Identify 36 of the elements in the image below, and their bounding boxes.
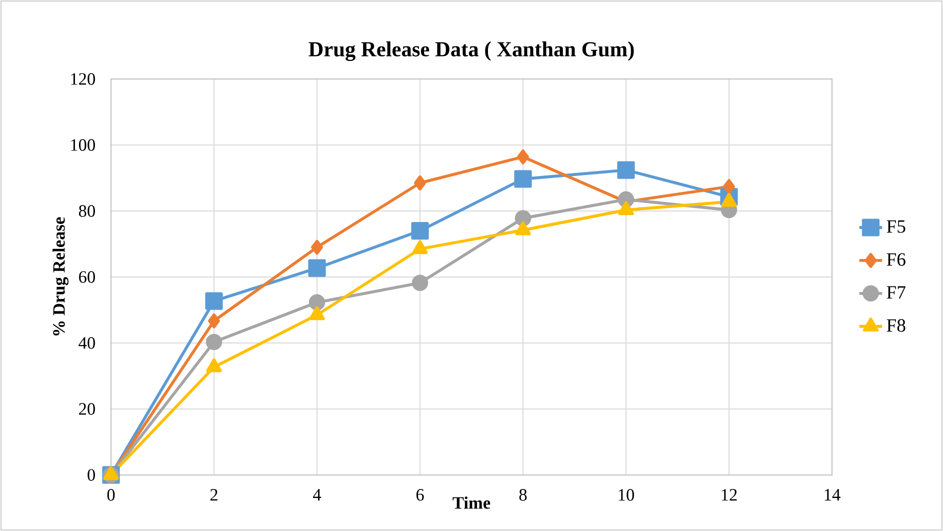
x-tick-label: 0 bbox=[107, 489, 115, 501]
point bbox=[723, 179, 735, 194]
y-tick-label: 80 bbox=[78, 205, 95, 217]
x-tick-label: 14 bbox=[824, 489, 840, 500]
point bbox=[517, 149, 529, 164]
legend-label: F6 bbox=[886, 253, 906, 266]
y-axis-title: % Drug Release bbox=[52, 217, 68, 336]
point bbox=[514, 170, 532, 188]
x-tick-label: 12 bbox=[722, 489, 737, 501]
point bbox=[311, 240, 323, 255]
point bbox=[308, 259, 326, 277]
point bbox=[414, 175, 426, 190]
legend-label: F5 bbox=[886, 220, 906, 233]
x-tick-label: 8 bbox=[519, 489, 527, 501]
y-tick-label: 40 bbox=[78, 337, 95, 349]
y-tick-label: 60 bbox=[79, 271, 95, 283]
chart-title: Drug Release Data ( Xanthan Gum) bbox=[308, 41, 634, 61]
point bbox=[206, 334, 222, 350]
x-axis-title: Time bbox=[452, 496, 490, 509]
point bbox=[205, 292, 223, 310]
point bbox=[308, 294, 326, 311]
y-tick-label: 0 bbox=[88, 469, 95, 481]
legend-label: F8 bbox=[886, 319, 906, 332]
point bbox=[617, 161, 635, 179]
x-tick-label: 10 bbox=[618, 489, 634, 501]
x-tick-label: 4 bbox=[313, 489, 322, 500]
point bbox=[514, 210, 532, 226]
legend-label: F7 bbox=[886, 286, 906, 299]
x-tick-label: 2 bbox=[210, 489, 218, 501]
y-tick-label: 120 bbox=[71, 73, 95, 85]
point bbox=[412, 274, 428, 292]
y-tick-label: 20 bbox=[79, 403, 95, 415]
point bbox=[411, 222, 429, 240]
point bbox=[208, 313, 220, 328]
y-tick-label: 100 bbox=[71, 139, 95, 151]
x-tick-label: 6 bbox=[416, 489, 424, 501]
